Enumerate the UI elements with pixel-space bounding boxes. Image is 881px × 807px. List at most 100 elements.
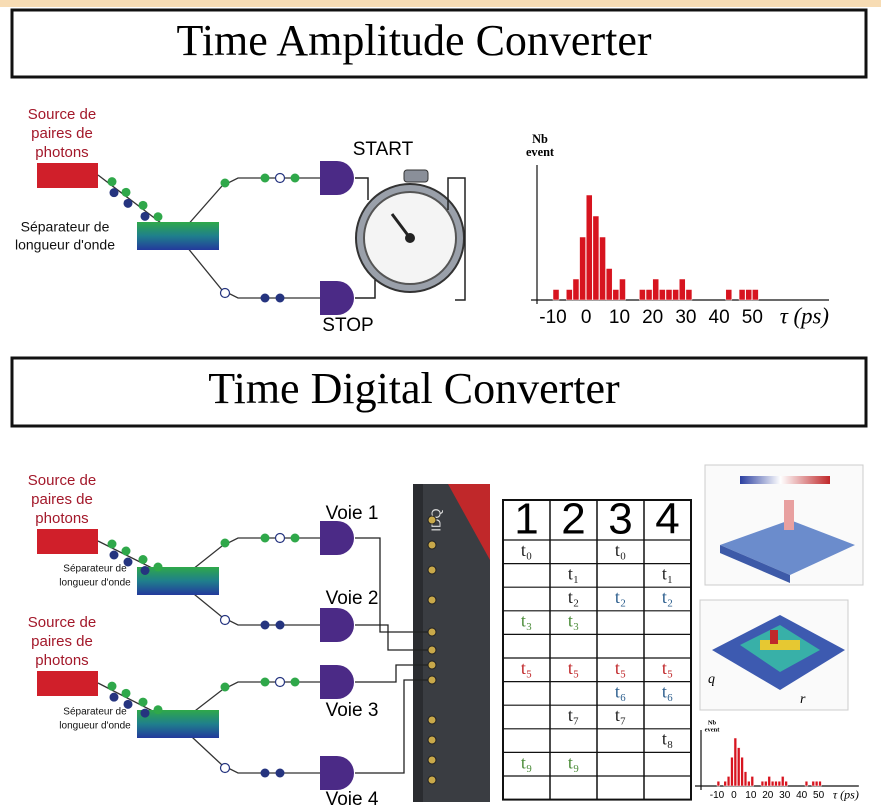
histogram-bar — [639, 290, 645, 301]
histogram-bar — [805, 781, 808, 786]
channel-label: Voie 2 — [326, 588, 379, 609]
x-tick-label: 30 — [675, 307, 696, 328]
port — [428, 516, 436, 524]
label-line: photons — [35, 652, 88, 669]
x-axis-label: τ (ps) — [833, 787, 859, 801]
label-line: Source de — [28, 106, 96, 123]
label-line: Séparateur de — [63, 707, 127, 718]
x-tick-label: 50 — [813, 790, 825, 801]
photon — [276, 769, 285, 778]
table-header: 4 — [655, 495, 679, 544]
channel-label: Voie 1 — [326, 503, 379, 524]
table-cell: t₉ — [521, 752, 532, 772]
x-tick-label: 20 — [642, 307, 663, 328]
photon — [291, 678, 300, 687]
label-line: paires de — [31, 633, 93, 650]
histogram-bar — [724, 781, 727, 786]
histogram-bar — [673, 290, 679, 301]
table-cell: t₅ — [615, 658, 626, 678]
table-cell: t₁ — [662, 564, 673, 584]
y-axis-label: Nb — [532, 132, 548, 146]
photon — [154, 563, 163, 572]
histogram-bar — [600, 237, 606, 300]
histogram-bar — [593, 216, 599, 300]
histogram-bar — [739, 290, 745, 301]
stopwatch — [355, 170, 465, 300]
detector — [320, 665, 354, 699]
tdc-device — [413, 484, 490, 802]
histogram-bar — [619, 279, 625, 300]
source — [37, 529, 98, 554]
table-cell: t₆ — [662, 682, 673, 702]
photon — [141, 566, 150, 575]
label-line: photons — [35, 144, 88, 161]
y-axis-label: Nb — [708, 719, 717, 726]
x-tick-label: -10 — [710, 790, 725, 801]
channel-label: Voie 4 — [326, 789, 379, 807]
photon — [141, 212, 150, 221]
histogram-bar — [785, 781, 788, 786]
table-cell: t₇ — [615, 705, 626, 725]
table-cell: t₆ — [615, 682, 626, 702]
diagram: Time Amplitude Converter Time Digital Co… — [0, 0, 881, 807]
title: Time Digital Converter — [208, 364, 620, 413]
photon — [276, 621, 285, 630]
table-cell: t₂ — [568, 587, 579, 607]
histogram-bar — [580, 237, 586, 300]
label-line: longueur d'onde — [59, 721, 131, 732]
photon — [122, 689, 131, 698]
table-cell: t₉ — [568, 752, 579, 772]
photon — [124, 199, 133, 208]
photon — [139, 201, 148, 210]
photon — [276, 678, 285, 687]
histogram-bar — [606, 269, 612, 301]
x-tick-label: 10 — [609, 307, 630, 328]
plot-3d — [700, 465, 863, 710]
histogram-bar — [775, 781, 778, 786]
photon — [108, 540, 117, 549]
photon — [139, 555, 148, 564]
photon — [124, 558, 133, 567]
port — [428, 776, 436, 784]
histogram-bar — [717, 781, 720, 786]
photon — [139, 698, 148, 707]
histogram-bar — [752, 290, 758, 301]
title: Time Amplitude Converter — [176, 16, 651, 65]
photon — [154, 212, 163, 221]
table-cell: t₃ — [568, 611, 579, 631]
histogram-bar — [727, 776, 730, 786]
axis-label: r — [800, 692, 806, 707]
histogram-bar — [768, 776, 771, 786]
port — [428, 661, 436, 669]
photon — [261, 294, 270, 303]
photon — [276, 534, 285, 543]
table-header: 2 — [561, 495, 585, 544]
x-tick-label: 40 — [709, 307, 730, 328]
histogram-bar — [726, 290, 732, 301]
table-cell: t₂ — [662, 587, 673, 607]
histogram-bar — [764, 781, 767, 786]
x-tick-label: 0 — [731, 790, 737, 801]
table-cell: t₀ — [521, 540, 532, 560]
histogram-bar — [751, 776, 754, 786]
histogram-bar — [666, 290, 672, 301]
histogram-bar — [646, 290, 652, 301]
histogram-bar — [573, 279, 579, 300]
table-header: 3 — [608, 495, 632, 544]
histogram-bar — [815, 781, 818, 786]
histogram-bar — [778, 781, 781, 786]
table-cell: t₇ — [568, 705, 579, 725]
label-line: photons — [35, 510, 88, 527]
histogram-bar — [566, 290, 572, 301]
label-line: paires de — [31, 491, 93, 508]
top-band — [0, 0, 881, 7]
photon — [110, 693, 119, 702]
histogram-bar — [819, 781, 822, 786]
histogram-bar — [679, 279, 685, 300]
photon — [108, 682, 117, 691]
label-line: longueur d'onde — [59, 578, 131, 589]
histogram-bar — [812, 781, 815, 786]
port — [428, 646, 436, 654]
histogram-bar — [746, 290, 752, 301]
page: { "tac": { "title": "Time Amplitude Conv… — [0, 0, 881, 807]
